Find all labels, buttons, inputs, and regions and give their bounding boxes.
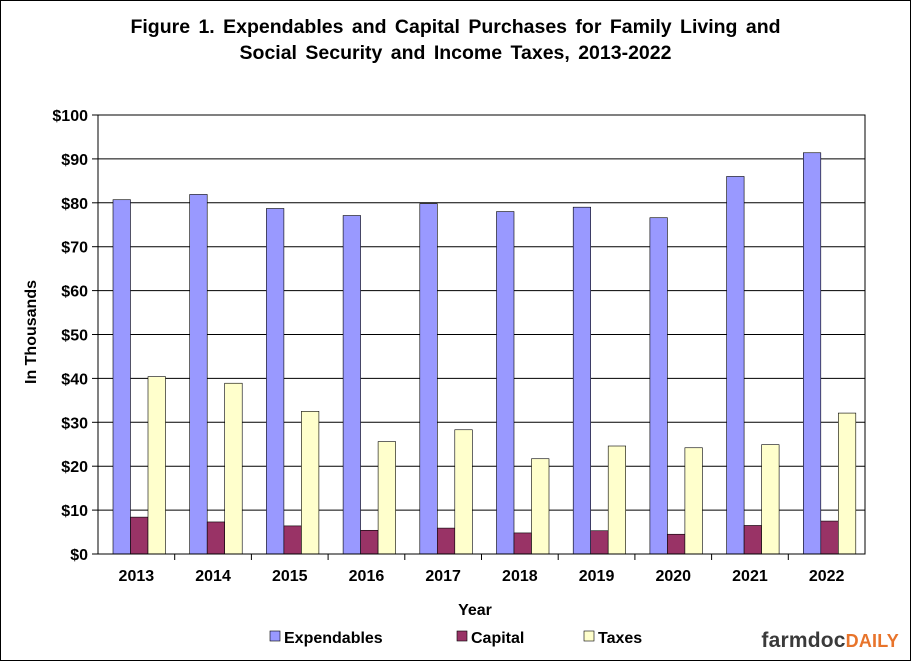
y-tick-label: $40 [61, 371, 88, 388]
bar-taxes-2022 [837, 412, 857, 555]
legend-swatch-expendables [269, 630, 281, 642]
bar-taxes-2019 [607, 445, 627, 555]
y-tick-labels: $0 $10 $20 $30 $40 $50 $60 $70 $80 $90 $100 [52, 108, 98, 564]
bar-expendables-2020 [649, 217, 668, 555]
bar-taxes-2014 [224, 382, 243, 555]
y-tick-label: $50 [61, 328, 88, 345]
bar-expendables-2018 [496, 211, 515, 555]
legend: Expendables Capital Taxes [269, 630, 642, 647]
legend-label-capital: Capital [471, 630, 524, 647]
x-tick-labels: 2013 2014 2015 2016 2017 2018 2019 2020 2021 2022 [119, 554, 845, 585]
y-tick-label: $10 [61, 503, 88, 520]
bar-capital-2018 [513, 532, 532, 555]
bar-expendables-2019 [572, 206, 592, 555]
y-tick-label: $30 [61, 415, 88, 432]
bar-taxes-2016 [377, 441, 396, 555]
x-tick-label: 2020 [655, 568, 691, 585]
x-tick-label: 2017 [425, 568, 461, 585]
y-tick-label: $90 [61, 152, 88, 169]
bar-capital-2022 [820, 520, 839, 555]
farmdoc-daily-logo: farmdocDAILY [761, 629, 899, 652]
bar-capital-2017 [436, 527, 456, 555]
bar-expendables-2021 [726, 176, 745, 555]
bar-capital-2020 [667, 533, 686, 555]
x-tick-label: 2019 [579, 568, 615, 585]
bar-taxes-2017 [454, 429, 473, 555]
x-tick-label: 2022 [809, 568, 845, 585]
bar-capital-2021 [743, 525, 762, 555]
x-tick-label: 2013 [119, 568, 155, 585]
y-tick-label: $80 [61, 196, 88, 213]
chart-title-line-1: Figure 1. Expendables and Capital Purcha… [130, 16, 781, 38]
y-tick-label: $20 [61, 459, 88, 476]
bar-taxes-2015 [301, 411, 320, 555]
y-tick-label: $100 [52, 108, 88, 125]
legend-label-expendables: Expendables [284, 630, 383, 647]
legend-swatch-taxes [583, 630, 595, 642]
y-tick-label: $70 [61, 240, 88, 257]
x-tick-label: 2021 [732, 568, 768, 585]
y-axis-label: In Thousands [23, 280, 40, 384]
bars [112, 152, 857, 555]
x-axis-label: Year [458, 602, 492, 619]
x-tick-label: 2016 [349, 568, 385, 585]
bar-expendables-2014 [189, 194, 208, 555]
bar-expendables-2013 [112, 199, 131, 555]
bar-expendables-2017 [419, 203, 438, 555]
bar-expendables-2015 [266, 208, 285, 555]
legend-swatch-capital [456, 630, 468, 642]
gridlines [98, 114, 865, 511]
chart-title-line-2: Social Security and Income Taxes, 2013-2… [239, 42, 672, 64]
bar-capital-2013 [130, 516, 149, 555]
bar-capital-2019 [590, 530, 609, 555]
bar-taxes-2021 [761, 444, 780, 555]
bar-taxes-2013 [147, 376, 166, 555]
bar-taxes-2020 [684, 447, 703, 555]
x-tick-label: 2015 [272, 568, 308, 585]
x-tick-label: 2014 [195, 568, 231, 585]
legend-label-taxes: Taxes [598, 630, 642, 647]
bar-expendables-2022 [802, 152, 822, 555]
bar-taxes-2018 [531, 458, 550, 555]
x-tick-label: 2018 [502, 568, 538, 585]
bar-capital-2014 [206, 521, 225, 555]
y-tick-label: $60 [61, 284, 88, 301]
y-tick-label: $0 [70, 547, 88, 564]
bar-expendables-2016 [342, 215, 361, 555]
bar-capital-2015 [283, 525, 302, 555]
bar-capital-2016 [360, 529, 379, 555]
